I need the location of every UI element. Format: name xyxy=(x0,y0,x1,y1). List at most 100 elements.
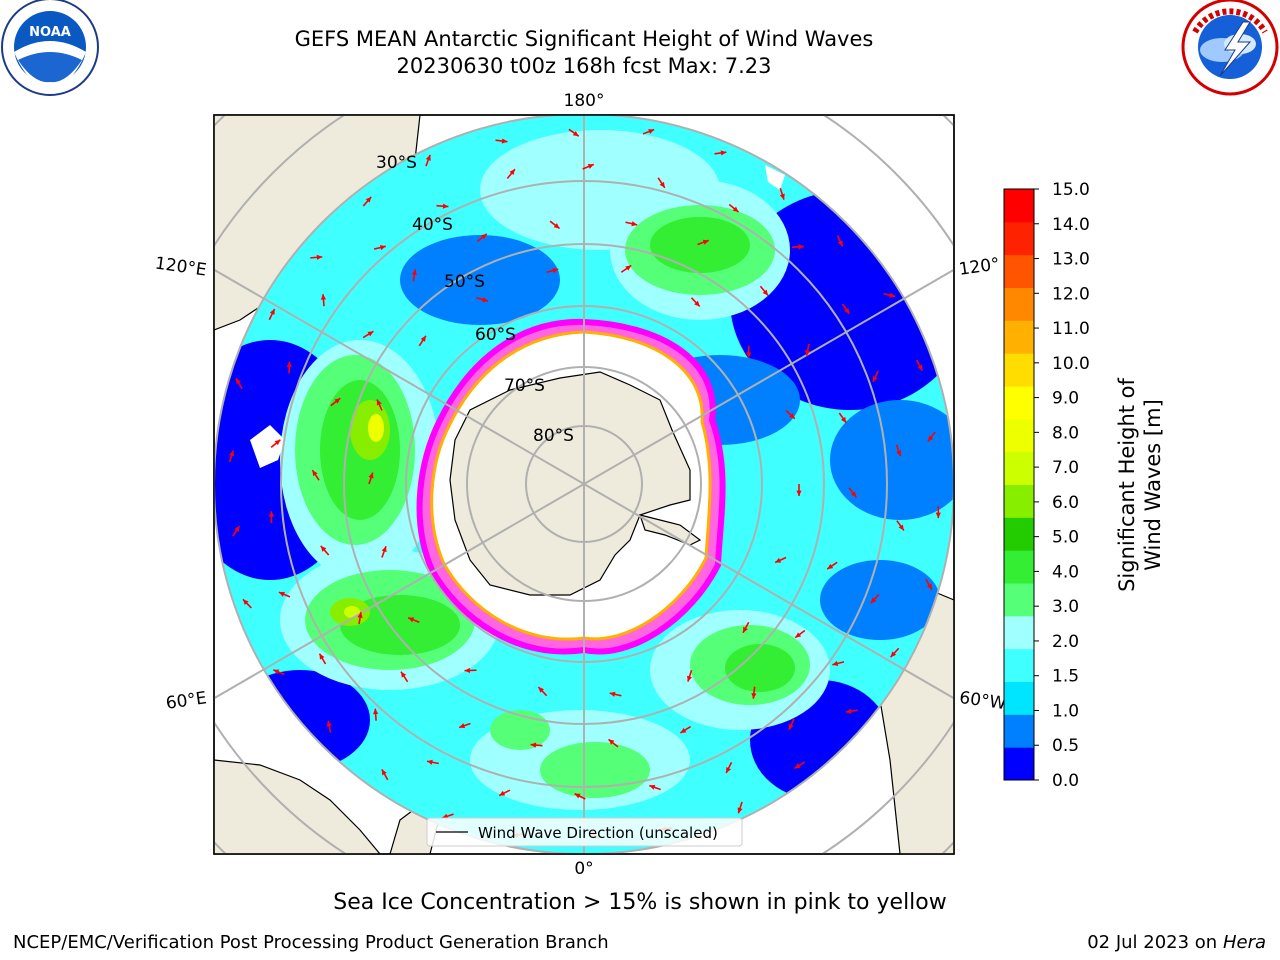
colorbar-segment xyxy=(1004,386,1034,420)
wave-direction-arrowhead xyxy=(538,687,545,693)
colorbar-segment xyxy=(1004,418,1034,453)
wave-direction-arrowhead xyxy=(837,240,843,247)
colorbar-tick-label: 0.5 xyxy=(1052,736,1079,756)
colorbar-tick-label: 1.0 xyxy=(1052,701,1079,721)
wave-direction-arrowhead xyxy=(425,154,431,161)
wave-direction-arrowhead xyxy=(726,767,731,774)
wave-direction-arrowhead xyxy=(530,742,537,748)
wave-direction-arrowhead xyxy=(648,129,655,134)
wave-direction-arrowhead xyxy=(368,472,374,479)
wave-direction-arrowhead xyxy=(840,416,847,423)
lat-label-40s: 40°S xyxy=(412,215,453,235)
wave-direction-arrowhead xyxy=(625,265,632,271)
noaa-logo-text: NOAA xyxy=(29,25,71,40)
wave-direction-arrowhead xyxy=(401,671,407,678)
colorbar-tick-label: 4.0 xyxy=(1052,562,1079,582)
wave-direction-arrowhead xyxy=(751,693,757,699)
colorbar-segment xyxy=(1004,714,1034,748)
wave-direction-arrowhead xyxy=(319,653,325,660)
colorbar-segment xyxy=(1004,221,1034,256)
wave-direction-arrowhead xyxy=(762,289,769,296)
colorbar-tick-label: 0.0 xyxy=(1052,771,1079,791)
wave-direction-arrowhead xyxy=(798,244,804,250)
lon-label-60w: 60°W xyxy=(958,688,1007,714)
wave-direction-arrowhead xyxy=(553,223,560,229)
wave-direction-arrowhead xyxy=(935,512,941,519)
wave-direction-arrowhead xyxy=(870,597,877,604)
map-legend: Wind Wave Direction (unscaled) xyxy=(426,817,743,847)
wave-direction-arrowhead xyxy=(320,545,327,552)
colorbar-segment xyxy=(1004,189,1034,223)
wave-direction-arrowhead xyxy=(367,331,374,337)
wave-direction-arrowhead xyxy=(312,470,318,477)
wave-direction-arrowhead xyxy=(236,378,242,385)
wave-direction-arrowhead xyxy=(442,813,449,819)
wave-direction-arrowhead xyxy=(775,557,782,563)
colorbar-tick-label: 15.0 xyxy=(1052,180,1090,200)
noaa-logo: NOAA xyxy=(1,0,99,96)
wave-direction-arrowhead xyxy=(572,130,579,137)
wave-direction-arrowhead xyxy=(898,524,904,531)
wave-direction-arrowhead xyxy=(269,308,275,315)
colorbar-segment xyxy=(1004,484,1034,518)
wave-direction-arrowhead xyxy=(286,361,292,368)
wave-direction-arrowhead xyxy=(501,138,508,144)
wave-direction-arrowhead xyxy=(788,723,794,730)
colorbar-tick-label: 12.0 xyxy=(1052,284,1090,304)
colorbar-segment xyxy=(1004,287,1034,321)
wave-direction-arrowhead xyxy=(608,739,615,745)
colorbar-segment xyxy=(1004,747,1034,781)
colorbar-segment xyxy=(1004,320,1034,354)
wave-direction-arrowhead xyxy=(482,297,489,303)
wave-direction-arrowhead xyxy=(509,169,515,176)
wave-direction-arrowhead xyxy=(702,239,709,245)
chart-title: GEFS MEAN Antarctic Significant Height o… xyxy=(294,27,874,51)
lat-label-60s: 60°S xyxy=(475,325,516,345)
wave-direction-arrowhead xyxy=(234,526,240,532)
colorbar-tick-label: 11.0 xyxy=(1052,319,1090,339)
wave-direction-arrowhead xyxy=(411,269,417,276)
wave-direction-arrowhead xyxy=(890,651,897,658)
wave-direction-arrowhead xyxy=(442,203,449,209)
wave-direction-arrowhead xyxy=(408,617,415,623)
wave-direction-arrowhead xyxy=(737,807,743,814)
wave-direction-arrowhead xyxy=(832,660,839,666)
colorbar-tick-label: 3.0 xyxy=(1052,597,1079,617)
wave-direction-arrowhead xyxy=(694,300,700,307)
colorbar-segment xyxy=(1004,681,1034,715)
wave-direction-arrowhead xyxy=(274,439,281,446)
wave-direction-arrowhead xyxy=(845,708,852,714)
wave-direction-arrowhead xyxy=(779,193,785,200)
colorbar-segment xyxy=(1004,517,1034,551)
wave-direction-arrowhead xyxy=(687,675,692,682)
sea-ice-note: Sea Ice Concentration > 15% is shown in … xyxy=(333,890,947,915)
wave-direction-arrowhead xyxy=(631,221,638,227)
wave-direction-arrowhead xyxy=(827,563,834,570)
wave-direction-arrowhead xyxy=(464,667,471,674)
wave-direction-arrowhead xyxy=(373,708,379,715)
colorbar-segment xyxy=(1004,583,1034,617)
wave-direction-arrowhead xyxy=(376,399,382,406)
wave-direction-arrowhead xyxy=(334,398,341,404)
wave-direction-arrowhead xyxy=(796,490,802,496)
wave-direction-arrowhead xyxy=(743,626,748,633)
lon-label-120w: 120° xyxy=(958,254,1001,280)
wave-direction-arrowhead xyxy=(805,349,811,356)
lon-label-180: 180° xyxy=(564,91,605,111)
colorbar-tick-label: 8.0 xyxy=(1052,423,1079,443)
wave-direction-arrowhead xyxy=(659,181,665,188)
wave-direction-arrowhead xyxy=(480,233,487,240)
wave-direction-arrowhead xyxy=(420,335,426,342)
chart-subtitle: 20230630 t00z 168h fcst Max: 7.23 xyxy=(396,54,772,78)
colorbar-tick-label: 2.0 xyxy=(1052,632,1079,652)
wave-direction-arrowhead xyxy=(844,307,850,314)
lat-label-30s: 30°S xyxy=(376,153,417,173)
colorbar-segment xyxy=(1004,254,1034,288)
wave-direction-arrowhead xyxy=(896,450,902,457)
credit-right: 02 Jul 2023 on Hera xyxy=(1087,932,1266,953)
graticule xyxy=(214,115,954,854)
credit-left: NCEP/EMC/Verification Post Processing Pr… xyxy=(13,932,609,953)
wave-direction-arrowhead xyxy=(574,793,581,799)
colorbar: 0.0 0.5 1.0 1.5 2.0 3.0 4.0 5.0 6.0 7.0 8.0 9.0 10.0… xyxy=(1003,180,1090,791)
